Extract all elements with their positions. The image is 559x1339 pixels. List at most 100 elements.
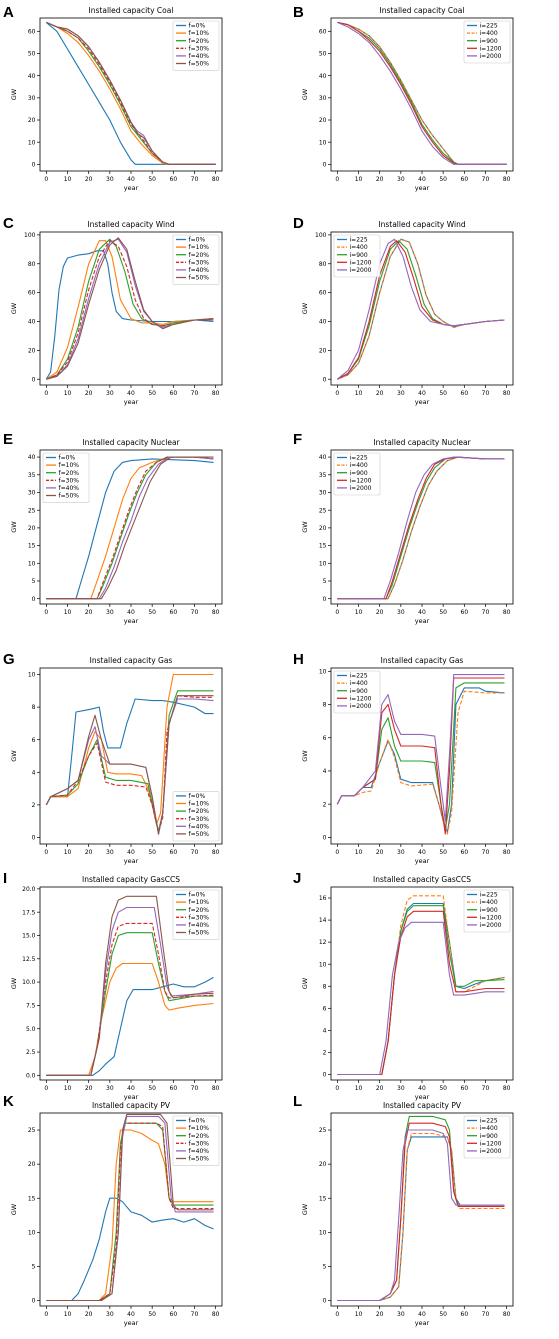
x-tick-label: 50 bbox=[439, 1311, 447, 1318]
legend-frame bbox=[333, 452, 381, 496]
x-tick-label: 20 bbox=[376, 390, 384, 397]
legend-label: i=400 bbox=[350, 462, 368, 469]
series-line bbox=[45, 695, 214, 834]
y-tick-label: 0 bbox=[323, 161, 327, 168]
x-tick-label: 60 bbox=[461, 609, 469, 616]
legend-label: i=225 bbox=[350, 673, 368, 680]
legend-label: f=0% bbox=[189, 892, 206, 899]
legend-label: i=2000 bbox=[480, 1148, 502, 1155]
legend: f=0%f=10%f=20%f=30%f=40%f=50% bbox=[172, 889, 220, 940]
x-tick-label: 20 bbox=[376, 849, 384, 856]
x-tick-label: 60 bbox=[461, 1085, 469, 1092]
y-tick-label: 10 bbox=[28, 1229, 36, 1236]
panel-letter: E bbox=[3, 431, 13, 448]
y-tick-label: 0 bbox=[32, 1298, 36, 1305]
legend-label: f=20% bbox=[189, 252, 210, 259]
x-tick-label: 80 bbox=[212, 176, 220, 183]
panel-letter: I bbox=[3, 870, 7, 887]
y-tick-label: 20 bbox=[28, 347, 36, 354]
x-tick-label: 70 bbox=[191, 1311, 199, 1318]
legend: f=0%f=10%f=20%f=30%f=40%f=50% bbox=[172, 1115, 220, 1166]
x-tick-label: 50 bbox=[148, 1311, 156, 1318]
x-tick-label: 50 bbox=[148, 390, 156, 397]
legend-label: i=900 bbox=[480, 38, 498, 45]
legend-label: f=20% bbox=[189, 1133, 210, 1140]
y-tick-label: 25 bbox=[319, 507, 327, 514]
series-line bbox=[337, 1136, 505, 1302]
y-tick-label: 5.0 bbox=[26, 1026, 36, 1033]
y-tick-label: 20 bbox=[319, 525, 327, 532]
x-tick-label: 20 bbox=[376, 176, 384, 183]
x-axis-label: year bbox=[124, 184, 139, 192]
legend-label: i=2000 bbox=[480, 922, 502, 929]
legend-label: f=50% bbox=[189, 275, 210, 282]
y-tick-label: 20 bbox=[319, 117, 327, 124]
legend-label: f=30% bbox=[189, 259, 210, 266]
panel-letter: D bbox=[293, 215, 304, 232]
panel-letter: F bbox=[293, 431, 302, 448]
x-tick-label: 50 bbox=[148, 176, 156, 183]
series-line bbox=[337, 910, 505, 1076]
chart-title: Installed capacity Wind bbox=[378, 220, 465, 229]
series-line bbox=[337, 895, 505, 1076]
x-tick-label: 30 bbox=[106, 390, 114, 397]
y-tick-label: 5 bbox=[32, 1264, 36, 1271]
x-tick-label: 80 bbox=[212, 1085, 220, 1092]
x-tick-label: 50 bbox=[439, 390, 447, 397]
legend-label: f=20% bbox=[189, 907, 210, 914]
series-line bbox=[337, 456, 505, 600]
panel-letter: K bbox=[3, 1093, 14, 1110]
x-tick-label: 10 bbox=[355, 1311, 363, 1318]
x-axis-label: year bbox=[124, 617, 139, 625]
legend-label: f=50% bbox=[189, 930, 210, 937]
y-tick-label: 25 bbox=[28, 507, 36, 514]
legend-label: i=900 bbox=[480, 1133, 498, 1140]
y-tick-label: 20 bbox=[28, 1161, 36, 1168]
x-axis-label: year bbox=[415, 1319, 430, 1327]
y-tick-label: 20 bbox=[319, 347, 327, 354]
x-tick-label: 40 bbox=[418, 849, 426, 856]
series-line bbox=[46, 21, 216, 165]
legend-label: f=20% bbox=[189, 38, 210, 45]
x-tick-label: 50 bbox=[148, 849, 156, 856]
y-tick-label: 30 bbox=[28, 490, 36, 497]
y-tick-label: 0 bbox=[32, 376, 36, 383]
y-tick-label: 10 bbox=[319, 1229, 327, 1236]
x-tick-label: 40 bbox=[127, 849, 135, 856]
x-tick-label: 0 bbox=[335, 390, 339, 397]
legend-label: i=400 bbox=[480, 30, 498, 37]
x-axis-label: year bbox=[124, 1093, 139, 1101]
x-tick-label: 60 bbox=[170, 849, 178, 856]
y-tick-label: 5 bbox=[32, 578, 36, 585]
x-tick-label: 60 bbox=[170, 1311, 178, 1318]
series-line bbox=[336, 687, 505, 833]
y-axis-label: GW bbox=[301, 302, 309, 314]
y-axis-label: GW bbox=[10, 302, 18, 314]
x-tick-label: 10 bbox=[355, 609, 363, 616]
legend-label: f=40% bbox=[189, 267, 210, 274]
chart-panel-a: A Installed capacity Coal 0 10 20 30 40 50 60 70 8… bbox=[3, 4, 223, 192]
y-tick-label: 50 bbox=[28, 51, 36, 58]
y-tick-label: 0 bbox=[323, 1072, 327, 1079]
y-tick-label: 8 bbox=[323, 702, 327, 709]
x-tick-label: 80 bbox=[503, 176, 511, 183]
y-tick-label: 2 bbox=[323, 1050, 327, 1057]
x-tick-label: 30 bbox=[397, 1085, 405, 1092]
y-tick-label: 0 bbox=[32, 596, 36, 603]
y-tick-label: 12 bbox=[319, 939, 327, 946]
legend-label: f=50% bbox=[189, 1156, 210, 1163]
y-axis-label: GW bbox=[301, 750, 309, 762]
x-tick-label: 30 bbox=[397, 1311, 405, 1318]
chart-title: Installed capacity GasCCS bbox=[82, 875, 180, 884]
legend-label: i=1200 bbox=[480, 45, 502, 52]
y-tick-label: 25 bbox=[319, 1127, 327, 1134]
x-tick-label: 50 bbox=[439, 1085, 447, 1092]
panel-letter: C bbox=[3, 215, 14, 232]
x-tick-label: 70 bbox=[482, 176, 490, 183]
y-tick-label: 35 bbox=[319, 472, 327, 479]
y-tick-label: 0 bbox=[323, 1298, 327, 1305]
x-tick-label: 20 bbox=[85, 609, 93, 616]
